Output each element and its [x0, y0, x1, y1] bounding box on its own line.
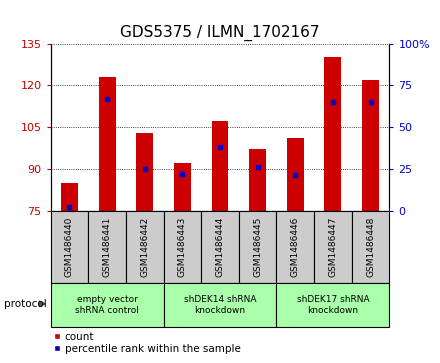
Bar: [126, 211, 164, 283]
Bar: [51, 211, 88, 283]
Text: GSM1486446: GSM1486446: [291, 217, 300, 277]
Text: GSM1486448: GSM1486448: [366, 217, 375, 277]
Bar: [164, 283, 276, 327]
Bar: [174, 163, 191, 211]
Text: GSM1486443: GSM1486443: [178, 217, 187, 277]
Bar: [276, 211, 314, 283]
Text: GSM1486444: GSM1486444: [216, 217, 224, 277]
Bar: [88, 211, 126, 283]
Bar: [201, 211, 239, 283]
Bar: [362, 80, 379, 211]
Bar: [314, 211, 352, 283]
Bar: [212, 122, 228, 211]
Bar: [99, 77, 116, 211]
Bar: [136, 132, 153, 211]
Text: GSM1486445: GSM1486445: [253, 217, 262, 277]
Text: GSM1486447: GSM1486447: [328, 217, 337, 277]
Text: shDEK14 shRNA
knockdown: shDEK14 shRNA knockdown: [184, 295, 256, 315]
Text: protocol: protocol: [4, 299, 47, 309]
Text: GSM1486442: GSM1486442: [140, 217, 149, 277]
Bar: [249, 149, 266, 211]
Bar: [352, 211, 389, 283]
Bar: [239, 211, 276, 283]
Legend: count, percentile rank within the sample: count, percentile rank within the sample: [49, 327, 245, 358]
Bar: [61, 183, 78, 211]
Text: empty vector
shRNA control: empty vector shRNA control: [75, 295, 139, 315]
Bar: [164, 211, 201, 283]
Title: GDS5375 / ILMN_1702167: GDS5375 / ILMN_1702167: [120, 25, 320, 41]
Bar: [324, 57, 341, 211]
Bar: [51, 283, 164, 327]
Text: GSM1486441: GSM1486441: [103, 217, 112, 277]
Text: GSM1486440: GSM1486440: [65, 217, 74, 277]
Bar: [287, 138, 304, 211]
Text: shDEK17 shRNA
knockdown: shDEK17 shRNA knockdown: [297, 295, 369, 315]
Bar: [276, 283, 389, 327]
